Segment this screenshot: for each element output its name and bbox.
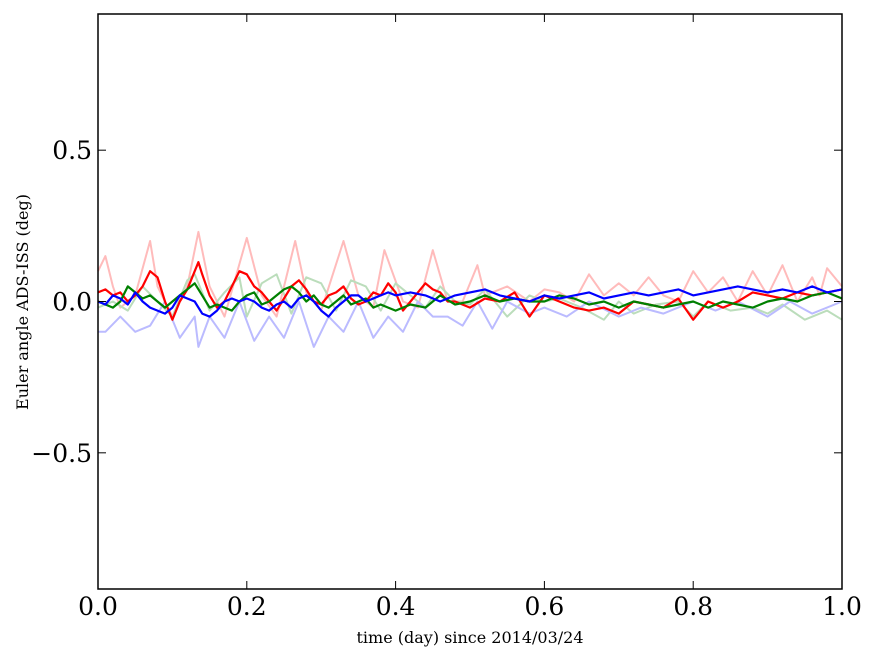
series-line-5 [97, 285, 843, 318]
series-layer [97, 230, 843, 348]
y-tick-label: 0.0 [52, 288, 92, 317]
series-line-4 [97, 282, 843, 312]
tick-layer: 0.0 0.2 0.4 0.6 0.8 1.0 −0.5 0.0 0.5 [31, 14, 862, 621]
x-tick-label: 0.8 [673, 592, 713, 621]
y-tick-label: 0.5 [52, 136, 92, 165]
y-tick-label: −0.5 [31, 439, 92, 468]
x-tick-label: 0.4 [376, 592, 416, 621]
x-tick-label: 0.6 [525, 592, 565, 621]
x-axis-label: time (day) since 2014/03/24 [356, 628, 583, 647]
y-axis-label: Euler angle ADS-ISS (deg) [13, 194, 32, 410]
x-tick-label: 1.0 [822, 592, 862, 621]
x-tick-label: 0.0 [78, 592, 118, 621]
series-line-0 [97, 230, 843, 318]
series-line-2 [98, 300, 843, 348]
x-tick-label: 0.2 [227, 592, 267, 621]
